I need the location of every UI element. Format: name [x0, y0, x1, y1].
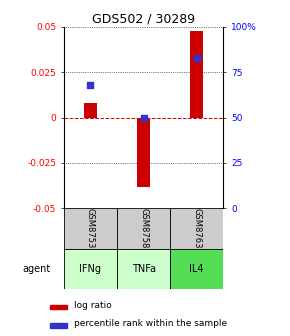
- Point: [88, 82, 93, 88]
- Text: GSM8763: GSM8763: [192, 208, 201, 249]
- Bar: [50, 323, 67, 328]
- Bar: [170, 249, 223, 289]
- Text: GSM8753: GSM8753: [86, 208, 95, 249]
- Point: [141, 115, 146, 120]
- Text: GSM8758: GSM8758: [139, 208, 148, 249]
- Bar: [170, 208, 223, 249]
- Text: percentile rank within the sample: percentile rank within the sample: [74, 319, 227, 328]
- Text: TNFa: TNFa: [132, 264, 155, 274]
- Text: agent: agent: [23, 264, 51, 274]
- Point: [194, 55, 199, 60]
- Text: log ratio: log ratio: [74, 301, 112, 310]
- Bar: [84, 103, 97, 118]
- Title: GDS502 / 30289: GDS502 / 30289: [92, 13, 195, 26]
- Bar: [64, 249, 117, 289]
- Bar: [190, 31, 203, 118]
- Bar: [137, 118, 150, 186]
- Bar: [117, 249, 170, 289]
- Bar: [64, 208, 117, 249]
- Text: IFNg: IFNg: [79, 264, 102, 274]
- Bar: [50, 305, 67, 309]
- Bar: [117, 208, 170, 249]
- Text: IL4: IL4: [189, 264, 204, 274]
